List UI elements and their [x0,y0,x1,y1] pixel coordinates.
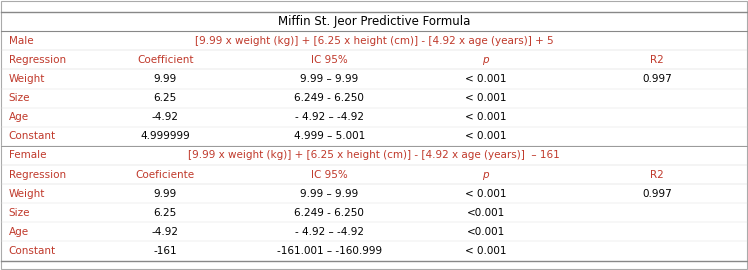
Text: 4.999 – 5.001: 4.999 – 5.001 [294,131,365,141]
Text: 4.999999: 4.999999 [141,131,190,141]
Text: Female: Female [9,150,46,160]
Text: < 0.001: < 0.001 [465,74,506,84]
Text: < 0.001: < 0.001 [465,246,506,256]
Text: p: p [482,55,489,65]
Text: Male: Male [9,36,34,46]
Text: Coefficient: Coefficient [137,55,194,65]
Text: <0.001: <0.001 [467,208,505,218]
Text: Regression: Regression [9,55,66,65]
Text: Age: Age [9,112,29,122]
Text: p: p [482,170,489,180]
Text: IC 95%: IC 95% [311,55,348,65]
Text: Size: Size [9,208,31,218]
Text: 0.997: 0.997 [643,189,672,199]
Text: [9.99 x weight (kg)] + [6.25 x height (cm)] - [4.92 x age (years)] + 5: [9.99 x weight (kg)] + [6.25 x height (c… [194,36,554,46]
Text: 9.99 – 9.99: 9.99 – 9.99 [300,74,358,84]
Text: Weight: Weight [9,74,45,84]
Text: R2: R2 [650,55,664,65]
Text: Constant: Constant [9,131,56,141]
Text: Constant: Constant [9,246,56,256]
Text: Coeficiente: Coeficiente [136,170,195,180]
Text: < 0.001: < 0.001 [465,93,506,103]
Text: 6.25: 6.25 [153,93,177,103]
Text: -161.001 – -160.999: -161.001 – -160.999 [277,246,381,256]
Text: Size: Size [9,93,31,103]
Text: -161: -161 [153,246,177,256]
Text: < 0.001: < 0.001 [465,189,506,199]
Text: 6.249 - 6.250: 6.249 - 6.250 [295,93,364,103]
Text: - 4.92 – -4.92: - 4.92 – -4.92 [295,112,364,122]
Text: < 0.001: < 0.001 [465,131,506,141]
Text: < 0.001: < 0.001 [465,112,506,122]
Text: 9.99: 9.99 [153,189,177,199]
Text: IC 95%: IC 95% [311,170,348,180]
Text: Weight: Weight [9,189,45,199]
Text: -4.92: -4.92 [152,227,179,237]
Text: 6.25: 6.25 [153,208,177,218]
Text: 9.99: 9.99 [153,74,177,84]
Text: -4.92: -4.92 [152,112,179,122]
Text: Miffin St. Jeor Predictive Formula: Miffin St. Jeor Predictive Formula [278,15,470,28]
Text: Age: Age [9,227,29,237]
Text: - 4.92 – -4.92: - 4.92 – -4.92 [295,227,364,237]
Text: [9.99 x weight (kg)] + [6.25 x height (cm)] - [4.92 x age (years)]  – 161: [9.99 x weight (kg)] + [6.25 x height (c… [188,150,560,160]
Text: Regression: Regression [9,170,66,180]
Text: 0.997: 0.997 [643,74,672,84]
Text: R2: R2 [650,170,664,180]
Text: <0.001: <0.001 [467,227,505,237]
Text: 9.99 – 9.99: 9.99 – 9.99 [300,189,358,199]
Text: 6.249 - 6.250: 6.249 - 6.250 [295,208,364,218]
